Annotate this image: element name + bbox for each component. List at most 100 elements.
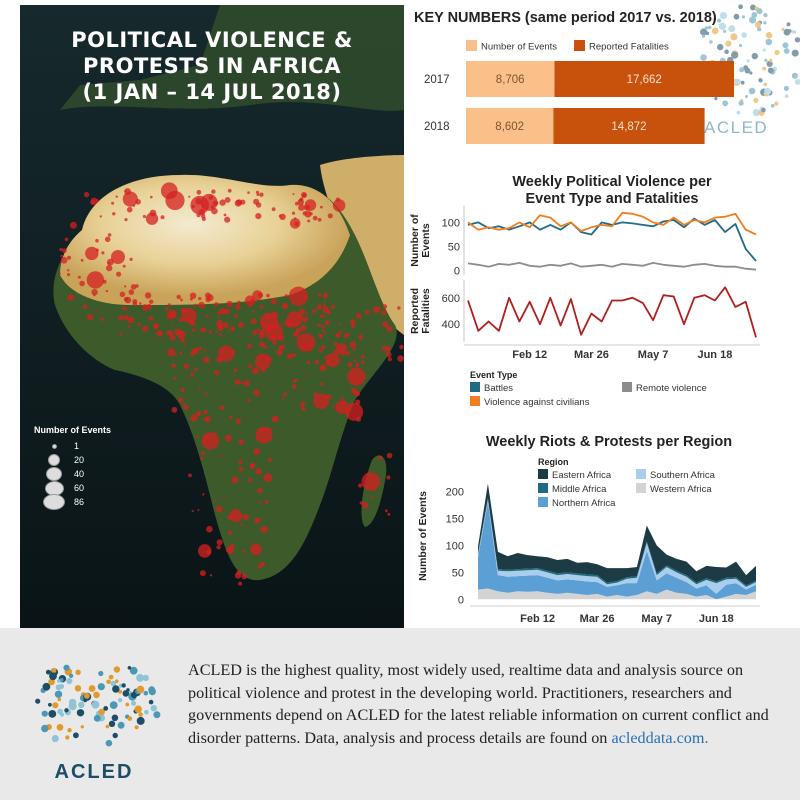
event-marker: [200, 457, 204, 461]
area-series: [478, 498, 756, 587]
event-marker: [344, 350, 350, 356]
event-marker: [130, 284, 137, 290]
event-marker: [340, 396, 344, 400]
event-marker: [345, 402, 364, 421]
event-marker: [352, 347, 356, 351]
logo-dot: [753, 97, 759, 103]
charts-panel: ACLED KEY NUMBERS (same period 2017 vs. …: [404, 0, 800, 628]
logo-dot: [717, 43, 724, 51]
acled-wordmark: ACLED: [704, 118, 768, 137]
logo-dot: [35, 698, 41, 704]
logo-dot: [744, 95, 748, 98]
event-marker: [250, 464, 255, 469]
logo-dot: [68, 673, 74, 678]
event-marker: [118, 315, 124, 321]
event-marker: [318, 333, 323, 337]
x-tick-label: Jun 18: [697, 349, 732, 361]
event-marker: [214, 302, 219, 307]
logo-dot: [757, 27, 762, 32]
logo-dot: [111, 714, 119, 722]
event-marker: [385, 351, 392, 358]
logo-dot: [767, 67, 774, 74]
event-marker: [279, 213, 286, 220]
event-marker: [69, 221, 77, 229]
legend-swatch-fatalities: [574, 40, 585, 51]
logo-dot: [93, 691, 100, 699]
event-marker: [198, 387, 201, 390]
event-marker: [174, 328, 182, 336]
event-marker: [209, 574, 213, 577]
event-marker: [216, 545, 221, 550]
logo-dot: [63, 664, 70, 671]
legend-label-middle: Middle Africa: [552, 484, 607, 495]
event-marker: [359, 501, 363, 505]
event-marker: [267, 458, 272, 463]
event-marker: [196, 189, 202, 195]
y-tick-label: 200: [446, 487, 464, 499]
event-marker: [195, 411, 201, 417]
event-marker: [332, 406, 335, 409]
map-title-line: PROTESTS IN AFRICA: [83, 54, 341, 78]
event-marker: [194, 303, 198, 307]
event-marker: [238, 581, 243, 586]
event-marker: [189, 292, 197, 299]
event-marker: [217, 324, 224, 332]
event-marker: [253, 448, 260, 455]
map-legend-item: 40: [34, 467, 111, 481]
logo-dot: [83, 698, 88, 703]
logo-dot: [784, 94, 789, 98]
event-marker: [305, 312, 308, 315]
logo-dot: [791, 72, 798, 79]
logo-dot: [734, 79, 740, 85]
map-graphic: [20, 5, 404, 628]
event-marker: [266, 293, 270, 298]
event-marker: [67, 273, 71, 277]
logo-dot: [750, 4, 756, 11]
event-marker: [126, 206, 133, 213]
y-axis-label: Reported: [409, 288, 421, 334]
legend-swatch-southern: [636, 469, 646, 479]
event-marker: [59, 272, 61, 275]
logo-dot: [719, 12, 728, 20]
event-marker: [298, 204, 305, 211]
event-marker: [240, 381, 244, 385]
event-marker: [351, 374, 355, 377]
event-marker: [242, 513, 250, 521]
event-marker: [278, 335, 285, 342]
event-marker: [67, 255, 71, 260]
event-marker: [217, 311, 220, 314]
logo-dot: [112, 685, 120, 693]
logo-dot: [48, 710, 57, 718]
event-marker: [127, 316, 135, 324]
map-legend-symbol: [43, 494, 65, 510]
area-series: [478, 483, 756, 586]
y-axis-label: Events: [420, 223, 432, 258]
acled-website-link[interactable]: acleddata.com.: [611, 728, 709, 747]
event-marker: [86, 313, 94, 321]
logo-dot: [733, 13, 740, 20]
event-marker: [259, 304, 264, 309]
event-marker: [60, 256, 68, 264]
event-marker: [226, 330, 229, 333]
event-marker: [111, 250, 125, 264]
event-marker: [220, 349, 224, 353]
event-marker: [219, 308, 227, 315]
event-marker: [201, 217, 206, 221]
event-marker: [94, 310, 98, 313]
event-marker: [317, 323, 322, 328]
map-title: POLITICAL VIOLENCE & PROTESTS IN AFRICA …: [20, 27, 404, 105]
logo-dot: [148, 699, 154, 705]
event-marker: [219, 405, 225, 410]
event-marker: [122, 191, 138, 207]
event-marker: [194, 347, 199, 352]
logo-dot: [41, 710, 48, 717]
event-marker: [201, 205, 205, 208]
event-marker: [316, 304, 322, 310]
event-marker: [176, 294, 181, 300]
event-marker: [332, 199, 346, 212]
logo-dot: [105, 739, 113, 747]
event-marker: [384, 509, 388, 513]
event-marker: [79, 280, 85, 287]
logo-dot: [91, 700, 100, 709]
event-marker: [203, 409, 208, 415]
